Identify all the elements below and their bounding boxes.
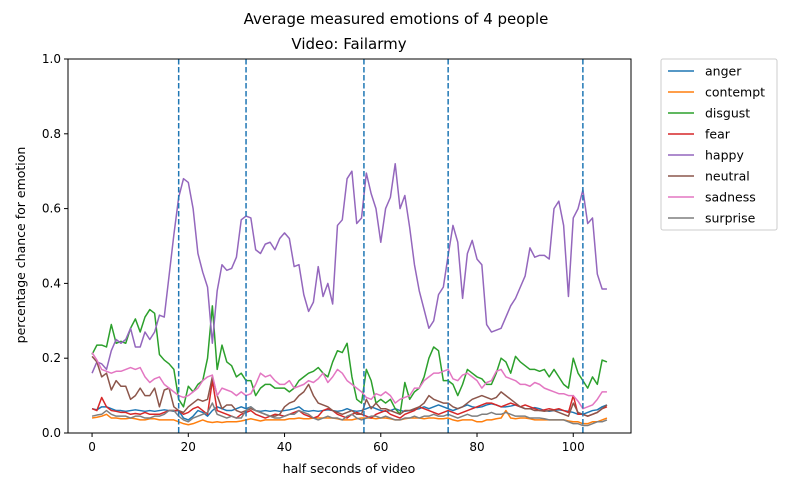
legend-items: anger contempt disgust fear happy neutral sadn… [668, 64, 765, 226]
legend-label-contempt: contempt [705, 85, 765, 100]
x-tick-label: 0 [88, 440, 96, 454]
x-axis-label: half seconds of video [283, 461, 416, 476]
series-line-disgust [91, 305, 608, 416]
x-axis-ticks: 0 20 40 60 80 100 [88, 433, 585, 454]
legend-label-sadness: sadness [705, 190, 756, 205]
y-axis-ticks: 0.0 0.2 0.4 0.6 0.8 1.0 [42, 52, 68, 440]
y-tick-label: 1.0 [42, 52, 61, 66]
y-tick-label: 0.0 [42, 426, 61, 440]
y-tick-label: 0.2 [42, 351, 61, 365]
legend-label-disgust: disgust [705, 106, 750, 121]
legend-label-fear: fear [705, 127, 731, 142]
x-tick-label: 20 [181, 440, 196, 454]
plot-area: 0 20 40 60 80 100 0.0 0.2 0.4 0.6 0.8 1.0 [42, 52, 632, 454]
axes-frame [67, 58, 632, 434]
chart-title: Average measured emotions of 4 people [244, 10, 549, 28]
y-axis-label: percentage chance for emotion [13, 147, 28, 344]
series-line-sadness [91, 352, 607, 410]
legend: anger contempt disgust fear happy neutral sadn… [660, 58, 778, 231]
legend-label-surprise: surprise [705, 211, 756, 226]
legend-label-neutral: neutral [705, 169, 750, 184]
legend-label-anger: anger [705, 64, 742, 79]
chart-subtitle: Video: Failarmy [291, 35, 406, 53]
x-tick-label: 100 [562, 440, 585, 454]
x-tick-label: 40 [277, 440, 292, 454]
x-tick-label: 80 [469, 440, 484, 454]
series-line-happy [91, 162, 607, 374]
y-tick-label: 0.6 [42, 202, 61, 216]
x-tick-label: 60 [373, 440, 388, 454]
series-line-neutral [91, 355, 608, 417]
series-lines [91, 162, 608, 427]
event-vlines [177, 59, 584, 433]
legend-box [660, 58, 778, 231]
series-line-surprise [91, 402, 608, 427]
y-tick-label: 0.4 [42, 276, 61, 290]
series-line-contempt [91, 409, 608, 426]
y-tick-label: 0.8 [42, 127, 61, 141]
legend-label-happy: happy [705, 148, 744, 163]
